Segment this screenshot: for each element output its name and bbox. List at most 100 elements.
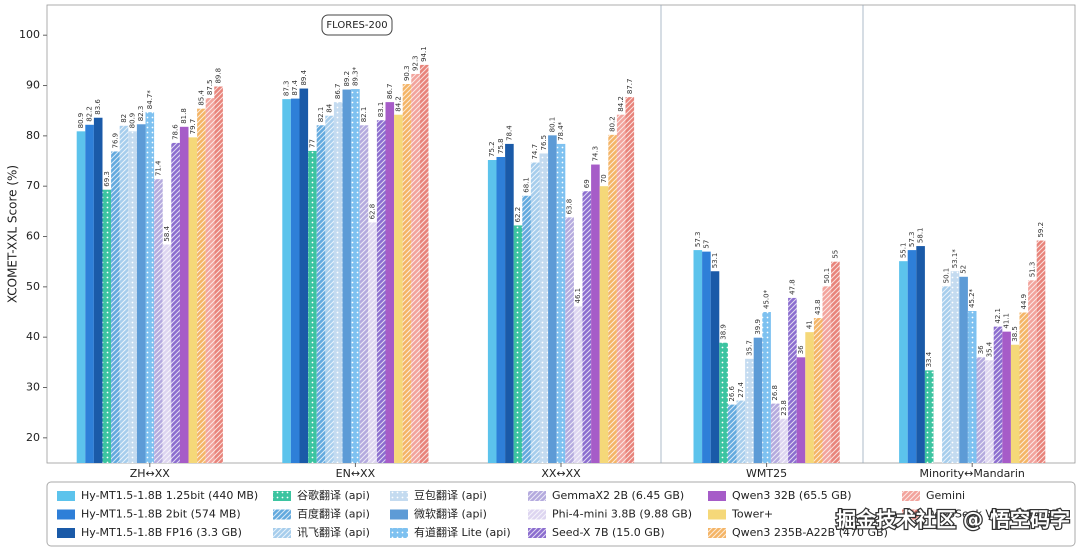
value-label: 76.9 bbox=[111, 133, 119, 149]
bar bbox=[111, 151, 120, 463]
bar bbox=[710, 271, 720, 463]
legend-label: 百度翻译 (api) bbox=[297, 507, 370, 521]
bar bbox=[368, 222, 377, 463]
bar bbox=[582, 191, 592, 463]
legend-swatch bbox=[708, 491, 726, 501]
legend-swatch bbox=[708, 509, 726, 520]
value-label: 58.4 bbox=[163, 225, 171, 241]
value-label: 83.1 bbox=[377, 102, 385, 118]
y-tick-label: 60 bbox=[26, 230, 40, 243]
value-label: 89.2 bbox=[343, 71, 351, 87]
legend-label: 讯飞翻译 (api) bbox=[297, 525, 370, 539]
bar bbox=[93, 117, 103, 463]
value-label: 92.3 bbox=[412, 55, 420, 71]
legend-swatch bbox=[57, 509, 75, 520]
value-label: 76.5 bbox=[540, 135, 548, 151]
bar bbox=[539, 153, 549, 463]
annotation-box bbox=[321, 14, 393, 36]
bar bbox=[959, 276, 968, 463]
value-label: 79.7 bbox=[189, 119, 197, 135]
bar bbox=[299, 88, 309, 464]
value-label: 41 bbox=[806, 320, 814, 329]
y-tick-label: 40 bbox=[26, 330, 40, 343]
bar bbox=[333, 102, 343, 463]
value-label: 69 bbox=[583, 179, 591, 188]
bar bbox=[727, 404, 737, 463]
legend-label: Tower+ bbox=[731, 508, 773, 521]
legend-label: Seed-X 7B (15.0 GB) bbox=[552, 526, 665, 539]
value-label: 82.1 bbox=[317, 107, 325, 123]
value-label: 74.3 bbox=[591, 146, 599, 162]
bar bbox=[907, 250, 917, 463]
legend-label: Hy-MT1.5-1.8B 2bit (574 MB) bbox=[81, 508, 241, 521]
value-label: 80.9 bbox=[129, 113, 137, 129]
value-label: 70 bbox=[600, 174, 608, 183]
bar bbox=[290, 98, 300, 463]
annotation: FLORES-200 bbox=[326, 20, 387, 31]
value-label: 42.1 bbox=[994, 308, 1002, 324]
bar bbox=[316, 125, 326, 464]
bar bbox=[745, 358, 754, 463]
bar bbox=[831, 261, 840, 463]
bar bbox=[136, 124, 146, 464]
value-label: 84.7* bbox=[146, 90, 154, 110]
value-label: 53.1* bbox=[951, 249, 959, 269]
value-label: 78.4* bbox=[557, 121, 565, 141]
bar bbox=[530, 162, 540, 464]
legend-swatch bbox=[273, 491, 291, 501]
legend-label: DeepSeek V3.2 (690 GB) bbox=[926, 508, 1063, 521]
bar bbox=[351, 89, 360, 464]
value-label: 23.8 bbox=[780, 400, 788, 416]
value-label: 41.1 bbox=[1003, 313, 1011, 329]
value-label: 50.1 bbox=[823, 268, 831, 284]
bar bbox=[171, 142, 180, 463]
bar bbox=[950, 271, 960, 463]
value-label: 36 bbox=[977, 345, 985, 354]
bar bbox=[762, 312, 771, 463]
bar bbox=[325, 115, 334, 463]
value-label: 52 bbox=[960, 265, 968, 274]
bar bbox=[591, 164, 600, 464]
y-tick-label: 50 bbox=[26, 280, 40, 293]
bar bbox=[145, 112, 155, 463]
value-label: 27.4 bbox=[737, 381, 745, 397]
bar bbox=[496, 156, 506, 463]
value-label: 35.4 bbox=[985, 341, 993, 357]
legend-swatch bbox=[390, 528, 408, 538]
value-label: 82.1 bbox=[360, 107, 368, 123]
bar bbox=[1002, 331, 1011, 463]
value-label: 46.1 bbox=[574, 288, 582, 304]
value-label: 62.2 bbox=[514, 207, 522, 223]
legend-label: Hy-MT1.5-1.8B FP16 (3.3 GB) bbox=[81, 526, 242, 539]
bar bbox=[1019, 312, 1029, 463]
value-label: 84.2 bbox=[394, 96, 402, 112]
bar bbox=[993, 326, 1003, 463]
bar bbox=[411, 73, 420, 463]
value-label: 87.5 bbox=[206, 80, 214, 96]
legend-label: Phi-4-mini 3.8B (9.88 GB) bbox=[552, 508, 692, 521]
bar bbox=[282, 99, 291, 463]
bar bbox=[385, 102, 395, 463]
bar bbox=[154, 179, 163, 463]
value-label: 78.6 bbox=[172, 124, 180, 140]
bar bbox=[967, 311, 977, 463]
bar bbox=[548, 135, 557, 463]
value-label: 69.3 bbox=[103, 171, 111, 187]
bar bbox=[394, 114, 403, 463]
value-label: 86.7 bbox=[386, 84, 394, 100]
bar bbox=[702, 251, 711, 463]
value-label: 89.8 bbox=[215, 68, 223, 84]
bar bbox=[522, 195, 531, 463]
y-axis-label: XCOMET-XXL Score (%) bbox=[6, 165, 20, 303]
bar bbox=[899, 261, 908, 463]
legend-swatch bbox=[902, 491, 920, 501]
bar bbox=[1036, 240, 1046, 463]
bar bbox=[376, 120, 386, 463]
bar bbox=[719, 342, 728, 463]
legend-swatch bbox=[528, 491, 546, 501]
bar bbox=[188, 137, 198, 463]
bar bbox=[556, 143, 566, 463]
bar bbox=[822, 286, 832, 463]
y-tick-label: 70 bbox=[26, 179, 40, 192]
